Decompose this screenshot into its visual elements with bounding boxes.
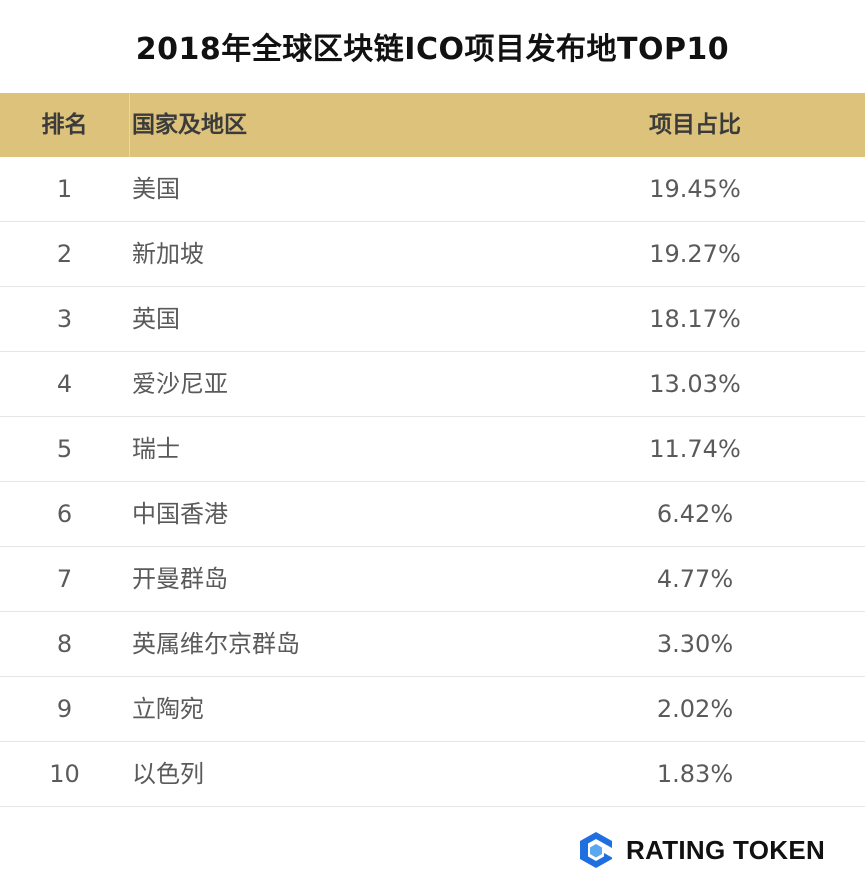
- country-cell: 美国: [132, 175, 180, 203]
- page-title: 2018年全球区块链ICO项目发布地TOP10: [135, 32, 730, 67]
- rank-cell: 7: [56, 565, 73, 593]
- share-cell: 18.17%: [649, 305, 741, 333]
- table-row: 1 美国 19.45%: [0, 157, 865, 222]
- country-cell: 瑞士: [132, 435, 180, 463]
- header-divider: [129, 93, 130, 157]
- share-cell: 2.02%: [656, 695, 734, 723]
- country-cell: 英属维尔京群岛: [132, 630, 300, 658]
- rank-cell: 6: [56, 500, 73, 528]
- country-cell: 立陶宛: [132, 695, 204, 723]
- rank-cell: 5: [56, 435, 73, 463]
- share-cell: 11.74%: [649, 435, 741, 463]
- rank-cell: 8: [56, 630, 73, 658]
- header-share: 项目占比: [649, 112, 741, 138]
- table-row: 6 中国香港 6.42%: [0, 482, 865, 547]
- table-row: 9 立陶宛 2.02%: [0, 677, 865, 742]
- rank-cell: 4: [56, 370, 73, 398]
- share-cell: 19.45%: [649, 175, 741, 203]
- table-row: 10 以色列 1.83%: [0, 742, 865, 807]
- rank-cell: 3: [56, 305, 73, 333]
- share-cell: 13.03%: [649, 370, 741, 398]
- country-cell: 开曼群岛: [132, 565, 228, 593]
- country-cell: 中国香港: [132, 500, 228, 528]
- country-cell: 新加坡: [132, 240, 204, 268]
- share-cell: 4.77%: [656, 565, 734, 593]
- logo-text: RATING TOKEN: [626, 834, 826, 865]
- rank-cell: 1: [56, 175, 73, 203]
- table-header: 排名 国家及地区 项目占比: [0, 93, 865, 157]
- table-row: 7 开曼群岛 4.77%: [0, 547, 865, 612]
- country-cell: 英国: [132, 305, 180, 333]
- table-row: 4 爱沙尼亚 13.03%: [0, 352, 865, 417]
- share-cell: 3.30%: [656, 630, 734, 658]
- share-cell: 6.42%: [656, 500, 734, 528]
- table-row: 8 英属维尔京群岛 3.30%: [0, 612, 865, 677]
- share-cell: 19.27%: [649, 240, 741, 268]
- rank-cell: 9: [56, 695, 73, 723]
- header-country: 国家及地区: [132, 112, 247, 138]
- share-cell: 1.83%: [656, 760, 734, 788]
- table-row: 3 英国 18.17%: [0, 287, 865, 352]
- table-row: 5 瑞士 11.74%: [0, 417, 865, 482]
- country-cell: 以色列: [132, 760, 204, 788]
- ranking-table: 排名 国家及地区 项目占比 1 美国 19.45% 2 新加坡 19.27% 3…: [0, 93, 865, 807]
- country-cell: 爱沙尼亚: [132, 370, 228, 398]
- rating-token-logo: RATING TOKEN: [576, 830, 825, 870]
- rank-cell: 2: [56, 240, 73, 268]
- header-rank: 排名: [41, 112, 88, 138]
- rating-token-logo-icon: [580, 832, 612, 868]
- rank-cell: 10: [49, 760, 80, 788]
- table-row: 2 新加坡 19.27%: [0, 222, 865, 287]
